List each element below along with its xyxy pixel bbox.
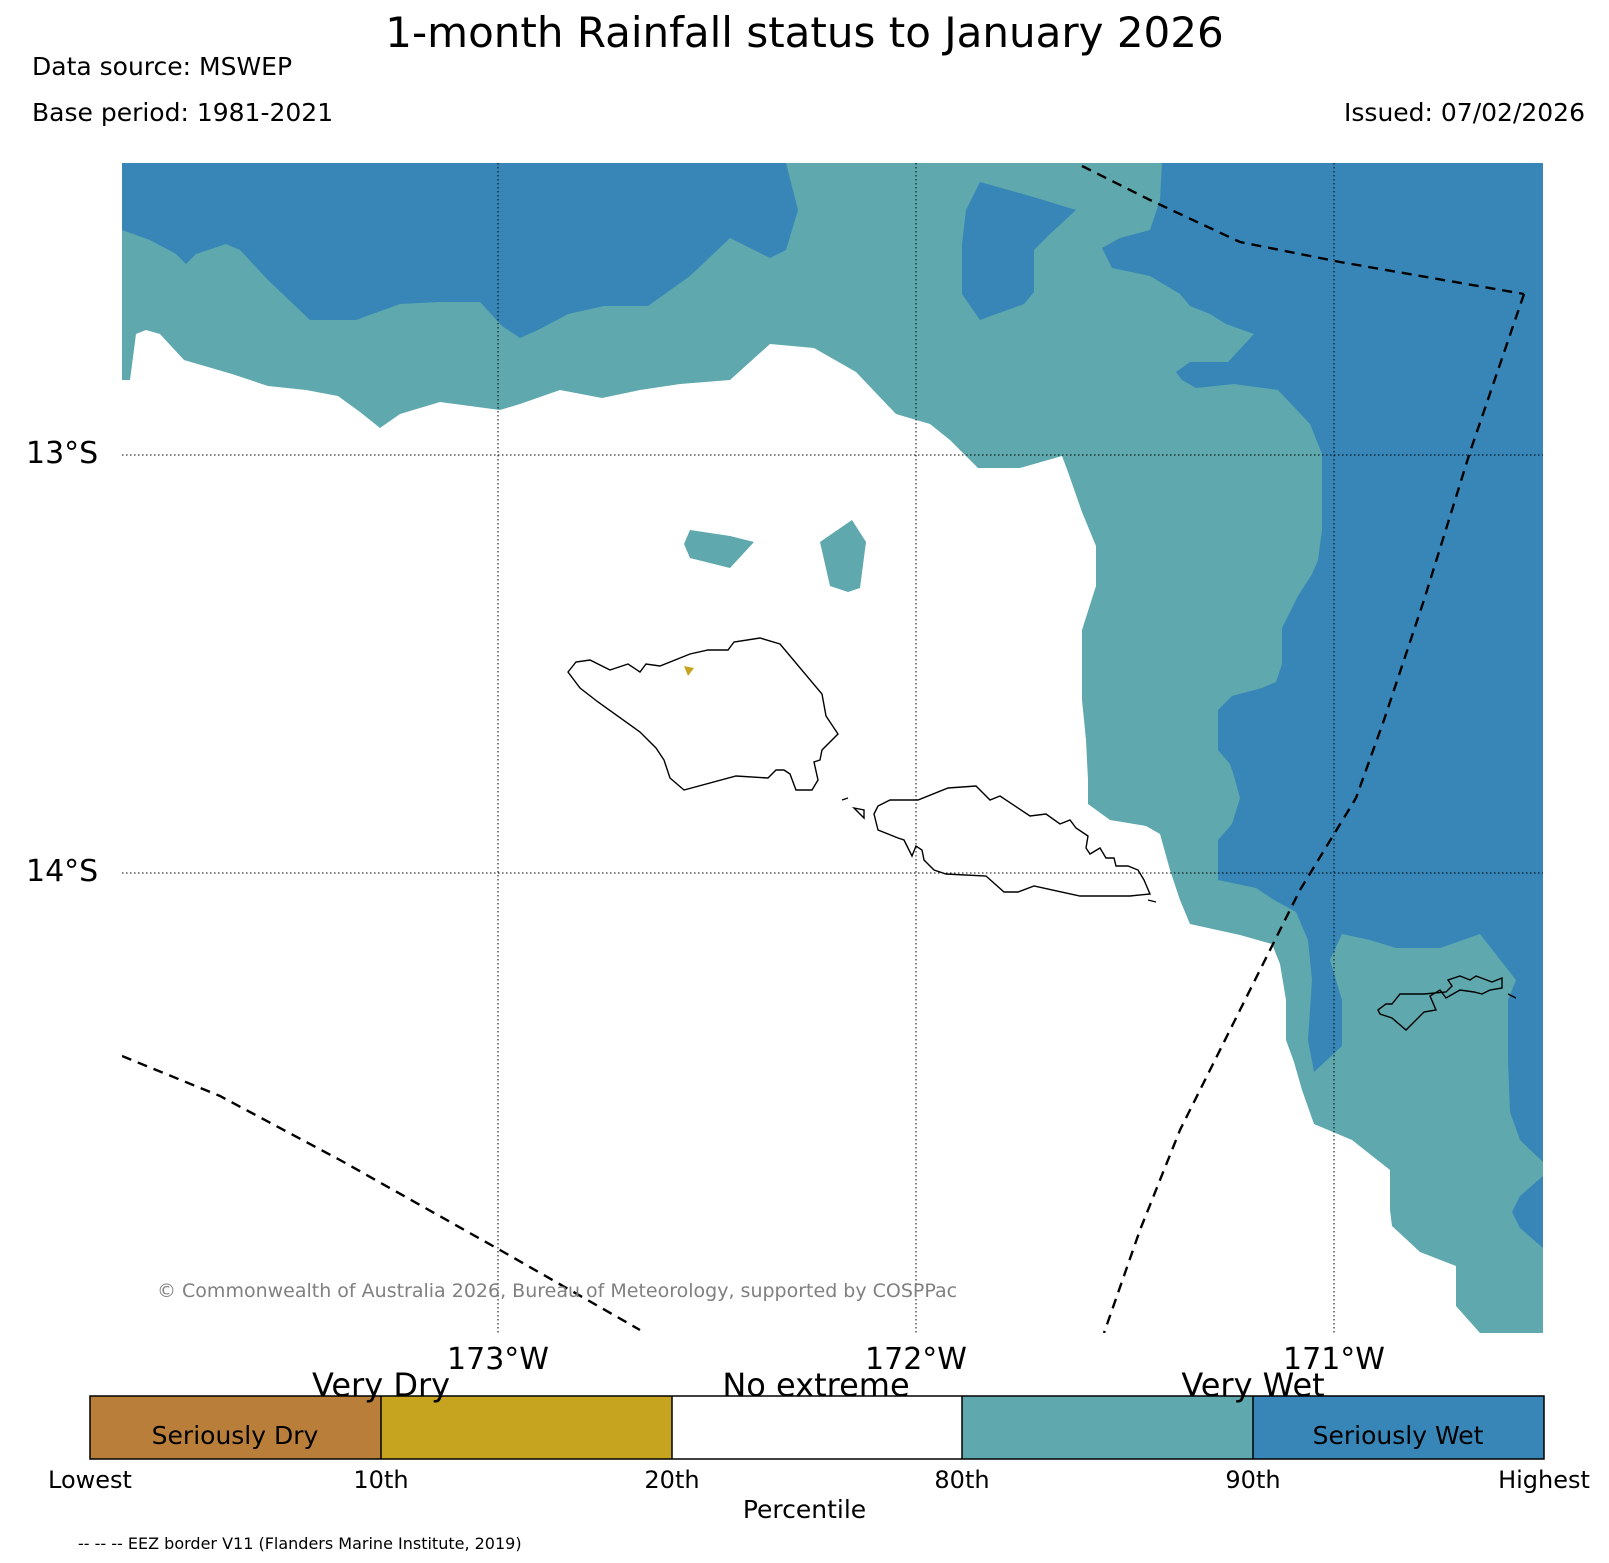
- legend-segment-very-wet: [962, 1396, 1253, 1459]
- copyright-notice: © Commonwealth of Australia 2026, Bureau…: [157, 1280, 958, 1302]
- legend-segment-seriously-dry: [90, 1396, 381, 1459]
- eez-borders: [122, 164, 1526, 1333]
- legend-tick-10th: 10th: [353, 1466, 409, 1494]
- eez-border-southwest: [122, 1054, 641, 1332]
- very-wet-region-north: [122, 163, 1543, 1333]
- lon-label-171w: 171°W: [1283, 1342, 1385, 1377]
- coastlines: [567, 637, 1517, 1031]
- legend-borders: [89, 1395, 1545, 1460]
- legend-tick-lowest: Lowest: [48, 1466, 132, 1494]
- legend-category-very-dry: Very Dry: [311, 1366, 451, 1404]
- eez-border-northeast: [1081, 164, 1525, 296]
- lat-label-14s: 14°S: [26, 854, 99, 889]
- legend-tick-highest: Highest: [1498, 1466, 1590, 1494]
- seriously-wet-region-southeast: [1512, 1176, 1543, 1248]
- data-source-label: Data source: MSWEP: [32, 52, 293, 81]
- chart-title: 1-month Rainfall status to January 2026: [385, 8, 1224, 57]
- islet-manono: [851, 806, 865, 820]
- graticule: [122, 163, 1543, 1333]
- legend-frame: [89, 1395, 1545, 1460]
- legend-label-seriously-wet: Seriously Wet: [1312, 1421, 1484, 1450]
- legend-label-seriously-dry: Seriously Dry: [151, 1421, 319, 1450]
- very-dry-speck: [684, 666, 694, 676]
- base-period-label: Base period: 1981-2021: [32, 98, 334, 127]
- lon-label-173w: 173°W: [447, 1342, 549, 1377]
- legend-colorbar: [89, 1395, 1545, 1460]
- issued-date-label: Issued: 07/02/2026: [1344, 98, 1585, 127]
- islet-apolima: [841, 797, 849, 801]
- seriously-wet-region-northwest: [122, 163, 798, 338]
- eez-footnote: -- -- -- EEZ border V11 (Flanders Marine…: [78, 1534, 522, 1553]
- legend-category-very-wet: Very Wet: [1181, 1366, 1325, 1404]
- island-tutuila: [1377, 975, 1503, 1031]
- lat-label-13s: 13°S: [26, 436, 99, 471]
- legend-segment-very-dry: [381, 1396, 672, 1459]
- legend-segment-seriously-wet: [1253, 1396, 1544, 1459]
- islet-upolu-east: [1147, 899, 1157, 903]
- legend-tick-90th: 90th: [1225, 1466, 1281, 1494]
- very-wet-patch-east: [820, 520, 866, 592]
- legend-category-no-extreme: No extreme: [722, 1366, 910, 1404]
- island-upolu: [873, 785, 1152, 897]
- legend-axis-label: Percentile: [742, 1495, 867, 1524]
- seriously-wet-region-pocket: [962, 182, 1076, 320]
- legend-tick-20th: 20th: [644, 1466, 700, 1494]
- seriously-wet-region-east: [1102, 163, 1543, 1162]
- legend-segment-no-extreme: [672, 1396, 962, 1459]
- lon-label-172w: 172°W: [865, 1342, 967, 1377]
- map-area: [122, 163, 1543, 1333]
- island-savaii: [567, 637, 839, 791]
- islet-aunuu: [1507, 993, 1517, 999]
- eez-border-east: [1102, 293, 1526, 1333]
- legend-tick-80th: 80th: [934, 1466, 990, 1494]
- very-wet-patch-west: [684, 530, 754, 568]
